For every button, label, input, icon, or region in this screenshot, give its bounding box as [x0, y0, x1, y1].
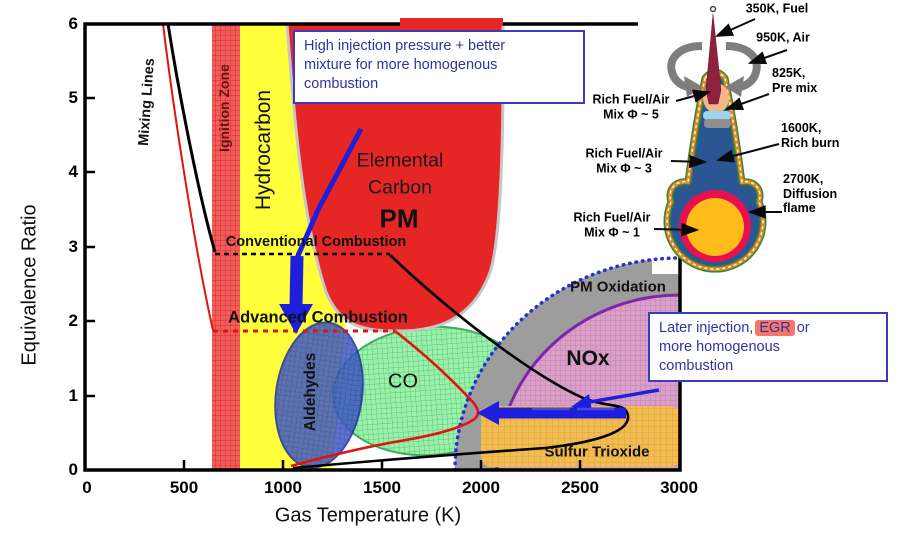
- high-injection-arrow-shaft: [289, 255, 304, 307]
- x-tick-0: 0: [82, 478, 92, 497]
- fuel-arrow: [714, 18, 756, 37]
- fuel-temp-label: 350K, Fuel: [745, 1, 809, 16]
- phi5-arrow: [675, 89, 712, 103]
- soot-boundary-red: [290, 329, 480, 468]
- phi5-label: Rich Fuel/Air Mix Φ ~ 5: [592, 92, 669, 121]
- elemental-carbon-label: Elemental Carbon: [357, 148, 444, 203]
- injector-nozzle: [709, 5, 717, 13]
- y-tick-2: 2: [68, 311, 78, 330]
- diffusion-flame-label: 2700K, Diffusion flame: [783, 172, 837, 216]
- annotation-line: combustion: [304, 76, 379, 93]
- sulfur-trioxide-label: Sulfur Trioxide: [544, 443, 650, 461]
- y-tick-3: 3: [68, 237, 78, 256]
- blue-arrows: [279, 127, 660, 425]
- phi1-line1: Rich Fuel/Air: [573, 210, 651, 225]
- high-injection-arrow-line: [294, 127, 364, 260]
- later-injection-text: or: [796, 320, 810, 336]
- elemental-line1: Elemental: [356, 149, 444, 172]
- premix-line2: Pre mix: [772, 80, 818, 95]
- pm-top-bar: [400, 18, 503, 26]
- phi3-line1: Rich Fuel/Air: [585, 146, 663, 161]
- swirl-arrow-left-head: [684, 76, 703, 97]
- premix-arrow: [724, 93, 770, 111]
- y-tick-0: 0: [68, 460, 78, 479]
- annotation-line: more homogenous: [659, 339, 780, 356]
- later-injection-leader-head: [571, 394, 592, 411]
- x-tick-1500: 1500: [363, 478, 401, 497]
- y-axis-title: Equivalence Ratio: [18, 204, 41, 366]
- rich-burn-line1: 1600K,: [781, 121, 822, 135]
- fuel-jet-spike: [705, 13, 722, 105]
- advanced-combustion-label: Advanced Combustion: [228, 308, 408, 327]
- x-tick-2500: 2500: [561, 478, 599, 497]
- diffusion-line3: flame: [783, 201, 816, 216]
- premix-line1: 825K,: [772, 66, 806, 80]
- y-tick-6: 6: [68, 14, 78, 33]
- mixing-line-black: [166, 23, 217, 253]
- annotation-line: combustion: [659, 358, 734, 375]
- y-tick-4: 4: [68, 162, 78, 181]
- later-injection-text: Later injection,: [659, 320, 754, 336]
- phi1-arrow: [653, 222, 700, 237]
- x-axis-title: Gas Temperature (K): [274, 504, 462, 527]
- air-entrainment-arrows: [667, 42, 761, 97]
- y-tick-5: 5: [68, 88, 78, 107]
- premix-gray-band: [704, 119, 731, 128]
- premix-temp-label: 825K, Pre mix: [772, 66, 817, 95]
- co-label: CO: [388, 370, 418, 393]
- flame-core: [686, 198, 744, 256]
- phi3-line2: Mix Φ ~ 3: [596, 161, 652, 175]
- annotation-line: Later injection, EGR or: [659, 319, 877, 338]
- soot-boundary-black: [292, 254, 630, 470]
- annotation-line: mixture for more homogenous: [304, 57, 498, 74]
- swirl-arrow-right-head: [725, 76, 744, 97]
- diffusion-line1: 2700K,: [783, 172, 824, 186]
- high-injection-annotation: High injection pressure + better mixture…: [293, 30, 585, 104]
- egr-highlight: EGR: [755, 320, 795, 336]
- phi1-label: Rich Fuel/Air Mix Φ ~ 1: [573, 210, 650, 239]
- axis-ticks: [85, 96, 582, 470]
- later-injection-annotation: Later injection, EGR or more homogenous co…: [648, 312, 888, 382]
- flame-callout-arrows: [653, 18, 788, 237]
- x-tick-500: 500: [169, 478, 199, 497]
- y-tick-1: 1: [68, 386, 78, 405]
- conventional-combustion-label: Conventional Combustion: [225, 234, 407, 250]
- ignition-zone-label: Ignition Zone: [216, 64, 232, 152]
- phi3-label: Rich Fuel/Air Mix Φ ~ 3: [585, 146, 662, 175]
- later-injection-leader: [583, 388, 660, 405]
- high-injection-arrowhead: [279, 304, 313, 334]
- hydrocarbon-label: Hydrocarbon: [252, 89, 275, 211]
- aldehydes-label: Aldehydes: [302, 352, 319, 432]
- x-tick-3000: 3000: [660, 478, 698, 497]
- diffusion-line2: Diffusion: [783, 186, 838, 201]
- swirl-arrow-left-icon: [667, 42, 703, 91]
- flame-plume-dotted-outline: [666, 71, 764, 270]
- premix-blue-band: [703, 111, 731, 120]
- rich-burn-label: 1600K, Rich burn: [781, 121, 839, 150]
- nox-label: NOx: [566, 347, 610, 370]
- x-tick-1000: 1000: [264, 478, 302, 497]
- phi1-line2: Mix Φ ~ 1: [584, 225, 640, 239]
- rich-burn-line2: Rich burn: [781, 135, 840, 150]
- phi5-line1: Rich Fuel/Air: [592, 92, 670, 107]
- annotation-line: High injection pressure + better: [304, 38, 506, 54]
- x-tick-2000: 2000: [462, 478, 500, 497]
- pm-oxidation-label: PM Oxidation: [570, 278, 666, 296]
- later-injection-arrowhead: [477, 401, 499, 425]
- air-temp-label: 950K, Air: [756, 30, 810, 45]
- flame-spray-diagram: [653, 5, 788, 273]
- oxidation-dotted-arc: [453, 256, 682, 472]
- elemental-line2: Carbon: [368, 177, 432, 199]
- swirl-arrow-right-icon: [725, 42, 761, 91]
- rich-burn-arrow: [715, 143, 780, 163]
- air-arrow: [747, 49, 788, 65]
- pm-label: PM: [379, 203, 419, 234]
- mixing-line-red: [162, 23, 214, 331]
- phi5-line2: Mix Φ ~ 5: [603, 107, 659, 121]
- sulfur-trioxide-region: [481, 406, 680, 467]
- ignition-zone-band: [212, 24, 240, 470]
- phi3-arrow: [670, 154, 708, 169]
